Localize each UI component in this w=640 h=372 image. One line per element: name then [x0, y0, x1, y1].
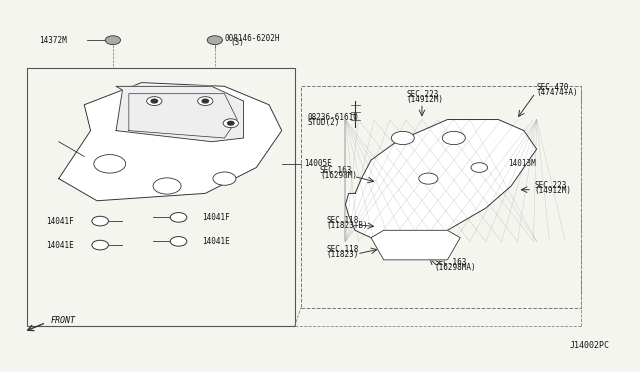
Polygon shape [59, 83, 282, 201]
Text: FRONT: FRONT [51, 316, 76, 326]
Circle shape [92, 216, 108, 226]
Circle shape [471, 163, 488, 172]
Text: (16298MA): (16298MA) [435, 263, 476, 272]
Text: (47474+A): (47474+A) [537, 88, 579, 97]
Circle shape [213, 172, 236, 185]
Text: 14013M: 14013M [508, 159, 536, 168]
Circle shape [202, 99, 209, 103]
Circle shape [147, 97, 162, 106]
Circle shape [92, 240, 108, 250]
Text: SEC.163: SEC.163 [435, 259, 467, 267]
Text: 14005E: 14005E [304, 159, 332, 169]
Polygon shape [346, 119, 537, 241]
Text: 08236-61610: 08236-61610 [307, 113, 358, 122]
Circle shape [442, 131, 465, 145]
Polygon shape [371, 230, 460, 260]
Circle shape [153, 178, 181, 194]
Circle shape [228, 121, 234, 125]
Text: (16298M): (16298M) [320, 171, 357, 180]
Text: J14002PC: J14002PC [570, 341, 610, 350]
Text: (14912M): (14912M) [534, 186, 571, 195]
Text: 14041F: 14041F [202, 213, 230, 222]
Text: SEC.223: SEC.223 [534, 181, 566, 190]
Circle shape [170, 212, 187, 222]
Text: (14912M): (14912M) [406, 95, 443, 104]
Circle shape [151, 99, 157, 103]
Text: 14041E: 14041E [46, 241, 74, 250]
Text: SEC.470: SEC.470 [537, 83, 569, 92]
Text: SEC.118: SEC.118 [326, 216, 359, 225]
Circle shape [94, 155, 125, 173]
Circle shape [198, 97, 213, 106]
Text: SEC.118: SEC.118 [326, 246, 359, 254]
Text: (11823+B): (11823+B) [326, 221, 368, 230]
Text: (11823): (11823) [326, 250, 359, 259]
Text: 14041F: 14041F [46, 217, 74, 225]
Circle shape [223, 119, 239, 128]
Text: STUD(2): STUD(2) [307, 118, 340, 127]
Circle shape [207, 36, 223, 45]
Text: (3): (3) [231, 38, 244, 47]
Bar [301, 86, 581, 308]
Circle shape [105, 36, 120, 45]
Text: 14041E: 14041E [202, 237, 230, 246]
Circle shape [170, 237, 187, 246]
Polygon shape [116, 86, 244, 142]
Bar [27, 68, 294, 326]
Text: 008146-6202H: 008146-6202H [225, 34, 280, 43]
Text: SEC.223: SEC.223 [406, 90, 438, 99]
Circle shape [392, 131, 414, 145]
Text: 14372M: 14372M [40, 36, 67, 45]
Text: SEC.163: SEC.163 [320, 166, 353, 175]
Circle shape [419, 173, 438, 184]
